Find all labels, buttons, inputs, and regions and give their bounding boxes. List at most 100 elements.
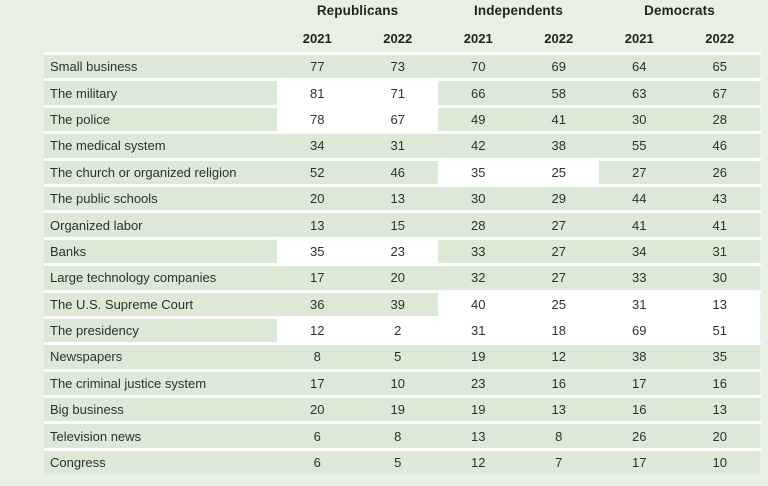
value-cell: 34 <box>599 239 680 264</box>
value-cell: 39 <box>357 292 438 316</box>
table-row: Large technology companies 17 20 32 27 33 30 <box>44 263 761 290</box>
table-header-years: 2021 2022 2021 2022 2021 2022 <box>44 24 761 52</box>
row-label: The presidency <box>44 318 277 343</box>
table-row: The church or organized religion 52 46 35 25… <box>44 157 761 184</box>
value-cell: 41 <box>599 213 680 237</box>
value-cell: 19 <box>438 398 519 422</box>
value-cell: 43 <box>679 186 760 211</box>
value-cell: 36 <box>277 292 358 316</box>
value-cell: 8 <box>277 345 358 369</box>
value-cell: 17 <box>277 266 358 290</box>
value-cell: 12 <box>438 450 519 475</box>
value-cell: 10 <box>679 450 760 475</box>
value-cell: 26 <box>599 424 680 448</box>
value-cell: 33 <box>438 239 519 264</box>
value-cell: 15 <box>357 213 438 237</box>
value-cell: 13 <box>438 424 519 448</box>
row-label: The public schools <box>44 186 277 211</box>
value-cell: 70 <box>438 55 519 79</box>
table-row: Television news 6 8 13 8 26 20 <box>44 421 761 448</box>
value-cell: 77 <box>277 55 358 79</box>
value-cell: 40 <box>438 292 519 316</box>
row-label: The military <box>44 81 277 105</box>
value-cell: 12 <box>518 345 599 369</box>
value-cell: 67 <box>357 107 438 132</box>
value-cell: 58 <box>518 81 599 105</box>
value-cell: 8 <box>518 424 599 448</box>
row-label: The U.S. Supreme Court <box>44 292 277 316</box>
value-cell: 31 <box>438 318 519 343</box>
value-cell: 2 <box>357 318 438 343</box>
group-header-republicans: Republicans <box>316 3 399 18</box>
table-row: The criminal justice system 17 10 23 16 17 16 <box>44 368 761 396</box>
value-cell: 17 <box>277 371 358 396</box>
year-header-democrats-2022: 2022 <box>705 30 735 46</box>
group-header-independents: Independents <box>474 3 563 18</box>
value-cell: 71 <box>357 81 438 105</box>
value-cell: 30 <box>599 107 680 132</box>
value-cell: 31 <box>599 292 680 316</box>
value-cell: 46 <box>357 160 438 184</box>
table-row: The public schools 20 13 30 29 44 43 <box>44 183 761 211</box>
year-header-independents-2021: 2021 <box>463 30 493 46</box>
value-cell: 28 <box>679 107 760 132</box>
value-cell: 25 <box>518 292 599 316</box>
table-row: The presidency 12 2 31 18 69 51 <box>44 315 761 343</box>
value-cell: 25 <box>518 160 599 184</box>
value-cell: 6 <box>277 450 358 475</box>
value-cell: 8 <box>357 424 438 448</box>
year-header-republicans-2022: 2022 <box>383 30 413 46</box>
value-cell: 30 <box>438 186 519 211</box>
row-label: Newspapers <box>44 345 277 369</box>
value-cell: 19 <box>438 345 519 369</box>
value-cell: 65 <box>679 55 760 79</box>
header-spacer <box>44 3 277 24</box>
value-cell: 13 <box>518 398 599 422</box>
value-cell: 35 <box>277 239 358 264</box>
value-cell: 46 <box>679 134 760 158</box>
table-row: Organized labor 13 15 28 27 41 41 <box>44 210 761 237</box>
value-cell: 69 <box>518 55 599 79</box>
value-cell: 38 <box>599 345 680 369</box>
value-cell: 13 <box>679 292 760 316</box>
value-cell: 27 <box>518 239 599 264</box>
value-cell: 16 <box>599 398 680 422</box>
value-cell: 28 <box>438 213 519 237</box>
value-cell: 5 <box>357 450 438 475</box>
value-cell: 23 <box>357 239 438 264</box>
value-cell: 27 <box>599 160 680 184</box>
value-cell: 51 <box>679 318 760 343</box>
value-cell: 20 <box>679 424 760 448</box>
group-header-democrats: Democrats <box>644 3 715 18</box>
value-cell: 26 <box>679 160 760 184</box>
value-cell: 23 <box>438 371 519 396</box>
value-cell: 12 <box>277 318 358 343</box>
table-row: Big business 20 19 19 13 16 13 <box>44 395 761 422</box>
row-label: The medical system <box>44 134 277 158</box>
value-cell: 63 <box>599 81 680 105</box>
value-cell: 42 <box>438 134 519 158</box>
value-cell: 20 <box>357 266 438 290</box>
row-label: Large technology companies <box>44 266 277 290</box>
value-cell: 64 <box>599 55 680 79</box>
value-cell: 17 <box>599 371 680 396</box>
value-cell: 49 <box>438 107 519 132</box>
table-row: The medical system 34 31 42 38 55 46 <box>44 131 761 158</box>
table-row: The military 81 71 66 58 63 67 <box>44 78 761 105</box>
value-cell: 52 <box>277 160 358 184</box>
value-cell: 29 <box>518 186 599 211</box>
value-cell: 20 <box>277 398 358 422</box>
value-cell: 18 <box>518 318 599 343</box>
value-cell: 13 <box>679 398 760 422</box>
row-label: Small business <box>44 55 277 79</box>
value-cell: 41 <box>679 213 760 237</box>
value-cell: 31 <box>679 239 760 264</box>
table-row: Small business 77 73 70 69 64 65 <box>44 52 761 79</box>
value-cell: 27 <box>518 213 599 237</box>
table-body: Small business 77 73 70 69 64 65 The military 81… <box>44 52 761 475</box>
value-cell: 35 <box>438 160 519 184</box>
value-cell: 16 <box>518 371 599 396</box>
year-header-democrats-2021: 2021 <box>624 30 654 46</box>
row-label: The police <box>44 107 277 132</box>
